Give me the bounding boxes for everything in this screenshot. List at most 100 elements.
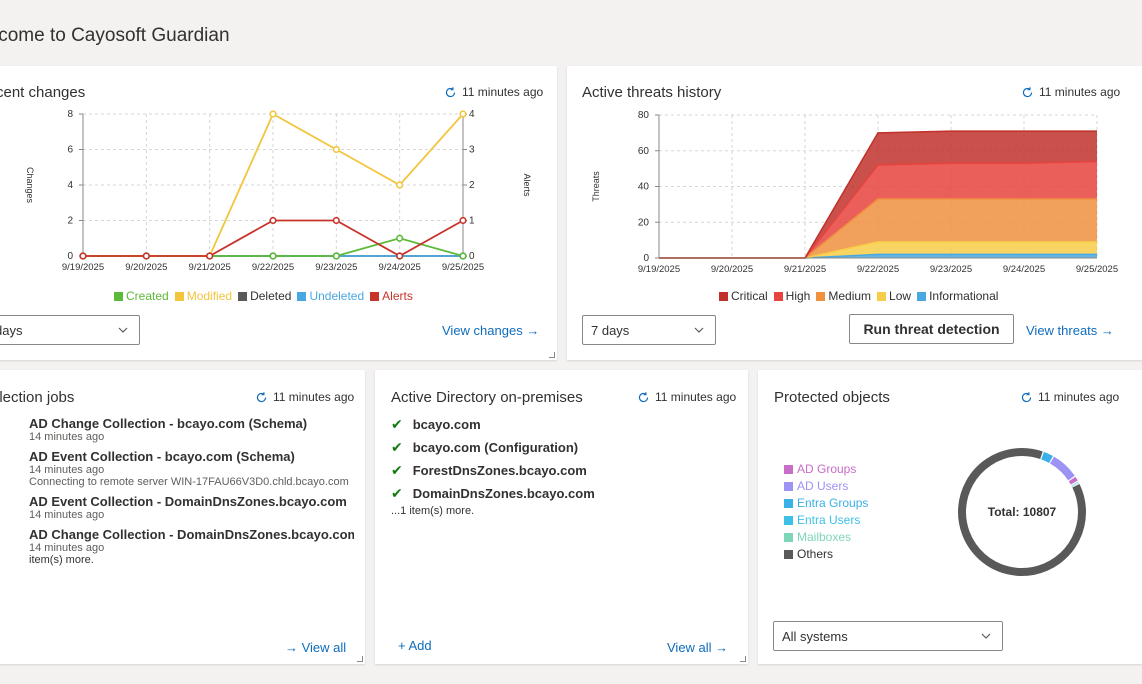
right-tick-label: 1: [469, 216, 475, 227]
domains-view-all-link[interactable]: View all →: [667, 640, 729, 655]
checkmark-icon: ✔: [391, 462, 403, 478]
legend-critical[interactable]: Critical: [719, 289, 768, 303]
view-changes-link[interactable]: View changes →: [442, 323, 540, 338]
domain-name: ForestDnsZones.bcayo.com: [412, 463, 587, 478]
chevron-down-icon: [981, 633, 991, 639]
x-tick-label: 9/21/2025: [189, 262, 231, 273]
x-tick-label: 9/24/2025: [1003, 264, 1045, 275]
data-point-alerts: [206, 252, 214, 260]
view-threats-link[interactable]: View threats →: [1026, 323, 1114, 338]
donut-slice-entra-groups: [1041, 451, 1053, 464]
collection-jobs-card: llection jobs 11 minutes ago AD Change C…: [0, 370, 365, 664]
x-tick-label: 9/24/2025: [379, 262, 421, 273]
data-point-alerts: [396, 252, 404, 260]
legend-informational[interactable]: Informational: [917, 289, 998, 303]
checkmark-icon: ✔: [391, 485, 403, 501]
legend-entra-groups[interactable]: Entra Groups: [784, 495, 868, 512]
legend-deleted[interactable]: Deleted: [238, 289, 291, 303]
legend-label: AD Users: [797, 479, 849, 493]
area-informational: [659, 254, 1097, 258]
threats-range-select[interactable]: 7 days: [582, 315, 716, 345]
ad-onprem-refresh[interactable]: 11 minutes ago: [637, 390, 736, 404]
resize-handle[interactable]: [549, 352, 555, 358]
legend-high[interactable]: High: [773, 289, 810, 303]
ad-onprem-title: Active Directory on-premises: [391, 389, 583, 406]
y-tick-label: 60: [638, 146, 650, 157]
legend-others[interactable]: Others: [784, 546, 868, 563]
x-tick-label: 9/25/2025: [442, 262, 484, 273]
refresh-text: 11 minutes ago: [655, 390, 737, 404]
changes-range-select[interactable]: days: [0, 315, 140, 345]
domains-list: ✔ bcayo.com ✔ bcayo.com (Configuration) ✔ F…: [391, 413, 741, 517]
data-point-alerts: [142, 252, 150, 260]
run-threat-detection-button[interactable]: Run threat detection: [849, 314, 1014, 344]
refresh-icon[interactable]: [1021, 86, 1034, 99]
legend-mailboxes[interactable]: Mailboxes: [784, 529, 868, 546]
protected-legend: AD Groups AD Users Entra Groups Entra Us…: [784, 461, 868, 563]
system-select[interactable]: All systems: [773, 621, 1003, 651]
legend-created[interactable]: Created: [114, 289, 169, 303]
y-tick-label: 40: [638, 182, 650, 193]
legend-ad-groups[interactable]: AD Groups: [784, 461, 868, 478]
legend-ad-users[interactable]: AD Users: [784, 478, 868, 495]
refresh-icon[interactable]: [637, 391, 650, 404]
data-point-alerts: [269, 216, 277, 225]
list-item[interactable]: ✔ ForestDnsZones.bcayo.com: [391, 459, 741, 482]
job-time: 14 minutes ago: [29, 509, 105, 521]
protected-objects-refresh[interactable]: 11 minutes ago: [1020, 390, 1119, 404]
job-name: AD Change Collection - DomainDnsZones.bc…: [29, 527, 354, 542]
page-title: lcome to Cayosoft Guardian: [0, 25, 230, 46]
job-time: 14 minutes ago: [29, 431, 105, 443]
resize-handle[interactable]: [740, 656, 746, 662]
ad-onprem-card: Active Directory on-premises 11 minutes …: [375, 370, 748, 664]
data-point-created: [332, 252, 340, 260]
protected-objects-card: Protected objects 11 minutes ago AD Grou…: [758, 370, 1142, 664]
legend-medium[interactable]: Medium: [816, 289, 871, 303]
legend-undeleted[interactable]: Undeleted: [297, 289, 364, 303]
y-tick-label: 80: [638, 110, 650, 121]
right-tick-label: 4: [469, 109, 475, 120]
list-item[interactable]: AD Change Collection - bcayo.com (Schema…: [29, 416, 354, 443]
recent-changes-card: cent changes 11 minutes ago 0 2 4 6 8 0 1 2 3 4 9/…: [0, 66, 557, 360]
list-item[interactable]: ✔ DomainDnsZones.bcayo.com: [391, 482, 741, 505]
threats-refresh[interactable]: 11 minutes ago: [1021, 85, 1120, 99]
chevron-down-icon: [694, 327, 704, 333]
x-tick-label: 9/20/2025: [711, 264, 753, 275]
domain-name: DomainDnsZones.bcayo.com: [412, 486, 595, 501]
legend-alerts[interactable]: Alerts: [370, 289, 413, 303]
refresh-icon[interactable]: [444, 86, 457, 99]
legend-low[interactable]: Low: [877, 289, 911, 303]
list-item[interactable]: ✔ bcayo.com (Configuration): [391, 436, 741, 459]
add-domain-button[interactable]: + Add: [398, 638, 432, 653]
domain-name: bcayo.com (Configuration): [412, 440, 579, 455]
left-axis-label: Changes: [25, 167, 35, 204]
list-item[interactable]: AD Event Collection - bcayo.com (Schema)…: [29, 449, 354, 488]
threats-range-value: 7 days: [591, 322, 630, 338]
right-axis-label: Alerts: [522, 173, 532, 197]
data-point-modified: [269, 110, 277, 118]
x-tick-label: 9/22/2025: [857, 264, 899, 275]
jobs-view-all-link[interactable]: → View all: [285, 640, 347, 655]
left-tick-label: 2: [67, 216, 73, 227]
legend-label: Entra Users: [797, 513, 861, 527]
legend-entra-users[interactable]: Entra Users: [784, 512, 868, 529]
recent-changes-refresh[interactable]: 11 minutes ago: [444, 85, 543, 99]
right-tick-label: 3: [469, 145, 475, 156]
data-point-alerts: [459, 216, 467, 225]
list-item[interactable]: AD Event Collection - DomainDnsZones.bca…: [29, 494, 354, 521]
legend-modified[interactable]: Modified: [174, 289, 232, 303]
list-item[interactable]: AD Change Collection - DomainDnsZones.bc…: [29, 527, 354, 554]
list-item[interactable]: ✔ bcayo.com: [391, 413, 741, 436]
checkmark-icon: ✔: [391, 416, 403, 432]
refresh-icon[interactable]: [255, 391, 268, 404]
donut-slice-ad-users: [1049, 456, 1075, 481]
refresh-icon[interactable]: [1020, 391, 1033, 404]
x-tick-label: 9/19/2025: [638, 264, 680, 275]
collection-jobs-refresh[interactable]: 11 minutes ago: [255, 390, 354, 404]
legend-label: Others: [797, 547, 834, 561]
resize-handle[interactable]: [357, 656, 363, 662]
protected-objects-title: Protected objects: [774, 389, 890, 406]
x-tick-label: 9/23/2025: [315, 262, 357, 273]
refresh-text: 11 minutes ago: [1039, 85, 1121, 99]
